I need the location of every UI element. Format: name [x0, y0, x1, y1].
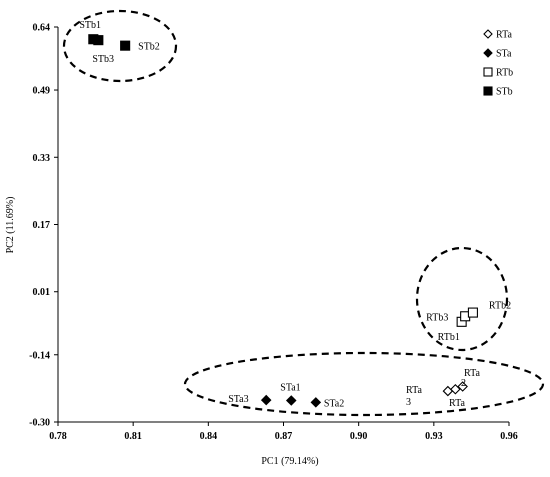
legend-label-sta: STa	[496, 49, 512, 60]
y-tick-label: 0.64	[33, 23, 51, 34]
annotation-suffix-3: 3	[406, 397, 411, 408]
rta-point	[450, 383, 461, 395]
y-tick-label: -0.14	[29, 350, 50, 361]
point-label: STb3	[92, 54, 114, 65]
point-label: STa1	[280, 383, 300, 394]
legend-label-rta: RTa	[496, 30, 512, 41]
axes	[57, 27, 509, 423]
x-tick-label: 0.87	[275, 431, 293, 442]
rta-point	[457, 381, 468, 392]
x-tick-label: 0.84	[200, 431, 218, 442]
y-tick-label: 0.01	[33, 287, 51, 298]
rtb-point	[467, 307, 478, 318]
y-tick-label: 0.49	[33, 86, 51, 97]
rta-point	[442, 385, 454, 397]
data-points	[88, 34, 478, 408]
y-ticks: 0.64 0.49 0.33 0.17 0.01 -0.14 -0.30	[29, 23, 58, 429]
x-axis-title: PC1 (79.14%)	[261, 456, 318, 467]
legend-marker-rtb	[483, 67, 493, 77]
y-tick-label: -0.30	[29, 418, 50, 429]
legend-label-stb: STb	[496, 87, 513, 98]
point-label: RTb2	[489, 301, 511, 312]
legend-marker-sta	[483, 48, 493, 58]
annotation-rta-upper: RTa	[464, 368, 480, 379]
stb-point	[93, 35, 104, 46]
annotation-rta-lower: RTa	[449, 398, 465, 409]
legend-marker-rta	[483, 29, 493, 39]
legend-label-rtb: RTb	[496, 68, 513, 79]
point-label: STb2	[138, 42, 160, 53]
stb-point	[120, 40, 131, 51]
point-label: RTb1	[438, 332, 460, 343]
point-label: RTb3	[426, 312, 448, 323]
x-tick-label: 0.81	[124, 431, 142, 442]
x-tick-label: 0.90	[350, 431, 368, 442]
y-axis-title: PC2 (11.69%)	[5, 197, 16, 254]
sta-point	[285, 395, 297, 406]
x-tick-label: 0.78	[49, 431, 67, 442]
sta-point	[310, 397, 322, 408]
point-label: STa2	[324, 398, 344, 409]
x-ticks: 0.78 0.81 0.84 0.87 0.90 0.93 0.96	[49, 422, 518, 442]
annotation-suffix-2: 2	[461, 378, 466, 389]
legend: RTa STa RTb STb	[483, 29, 513, 98]
annotation-rta-middle: RTa	[406, 385, 422, 396]
point-label: STa3	[228, 394, 248, 405]
x-tick-label: 0.96	[500, 431, 518, 442]
cluster-ellipses	[62, 9, 545, 417]
y-tick-label: 0.17	[33, 220, 51, 231]
annotations: RTa RTa RTa 2 3	[406, 368, 480, 409]
cluster-ellipse-rtb	[415, 246, 509, 352]
legend-marker-stb	[483, 86, 493, 96]
x-tick-label: 0.93	[425, 431, 443, 442]
sta-point	[260, 394, 272, 406]
cluster-ellipse-stb	[62, 9, 178, 83]
cluster-ellipse-a	[183, 351, 545, 417]
y-tick-label: 0.33	[33, 153, 51, 164]
point-label: STb1	[79, 20, 101, 31]
